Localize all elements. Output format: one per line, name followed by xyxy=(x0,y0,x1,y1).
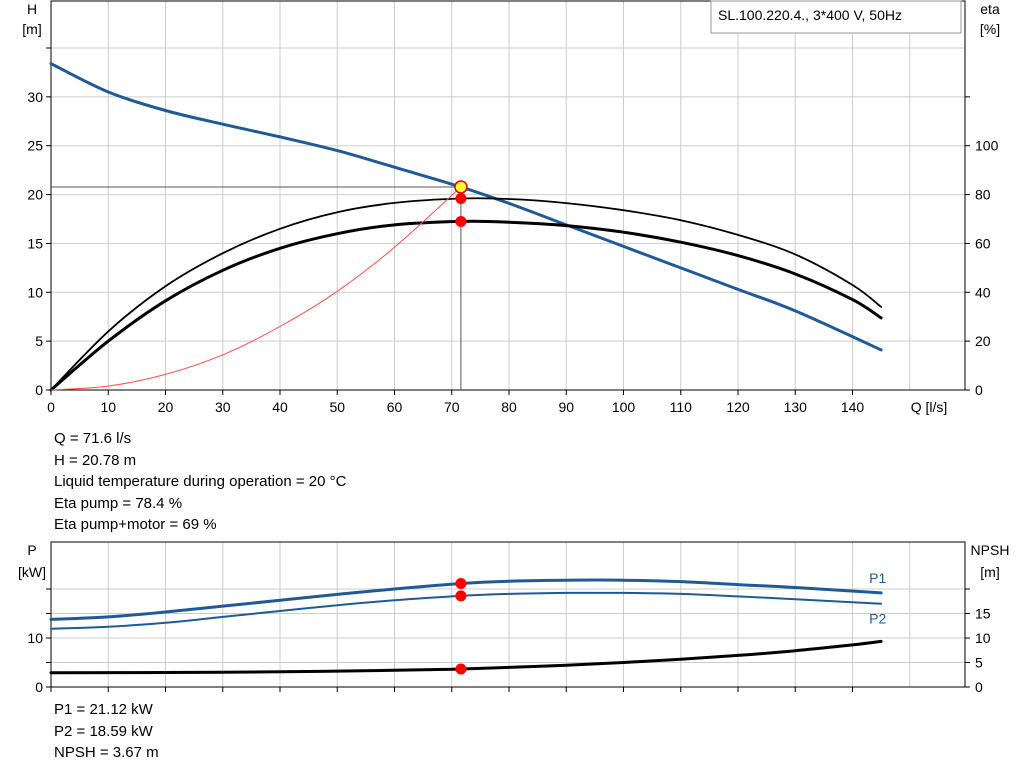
operating-point-marker xyxy=(455,578,467,590)
info-h: H = 20.78 m xyxy=(54,451,137,469)
power-info: P1 = 21.12 kW P2 = 18.59 kW NPSH = 3.67 … xyxy=(54,699,159,764)
duty-point-marker xyxy=(454,180,468,194)
x-tick-label: 100 xyxy=(612,399,636,415)
y-tick-label-right: 15 xyxy=(975,606,991,622)
x-tick-label: 10 xyxy=(100,399,116,415)
series-label-p2: P2 xyxy=(869,611,886,627)
y-tick-label-right: 5 xyxy=(975,655,983,671)
x-tick-label: 60 xyxy=(387,399,403,415)
y-tick-label-left: 10 xyxy=(27,630,43,646)
x-tick-label: 50 xyxy=(329,399,345,415)
y-tick-label-left: 0 xyxy=(35,382,43,398)
y-tick-label-left: 5 xyxy=(35,333,43,349)
y-axis-unit-left: [m] xyxy=(22,21,41,37)
y-axis-unit-right: [%] xyxy=(980,21,1000,37)
info-eta-pump: Eta pump = 78.4 % xyxy=(54,494,183,512)
x-axis-title: Q [l/s] xyxy=(911,399,948,415)
chart-title: SL.100.220.4., 3*400 V, 50Hz xyxy=(718,7,902,23)
y-tick-label-left: 20 xyxy=(27,187,43,203)
x-tick-label: 120 xyxy=(726,399,750,415)
info-p1: P1 = 21.12 kW xyxy=(54,701,153,718)
x-tick-label: 30 xyxy=(215,399,231,415)
y-tick-label-right: 0 xyxy=(975,679,983,695)
y-tick-label-left: 10 xyxy=(27,284,43,300)
x-tick-label: 80 xyxy=(501,399,517,415)
y-tick-label-left: 25 xyxy=(27,138,43,154)
series-eta-pump-motor-curve xyxy=(49,219,883,392)
series-label-p1: P1 xyxy=(869,570,886,586)
y-tick-label-left: 15 xyxy=(27,235,43,251)
info-eta-pump-motor: Eta pump+motor = 69 % xyxy=(54,516,217,533)
series-npsh-curve xyxy=(49,639,883,675)
y-tick-label-right: 100 xyxy=(975,138,999,154)
y-axis-unit-left: [kW] xyxy=(18,564,46,580)
y-axis-title-right: NPSH xyxy=(971,542,1010,558)
title-box xyxy=(710,0,962,34)
operating-point-marker xyxy=(455,192,467,204)
info-q: Q = 71.6 l/s xyxy=(54,430,132,447)
series-system-curve xyxy=(50,186,462,391)
x-tick-label: 90 xyxy=(558,399,574,415)
operating-point-marker xyxy=(455,663,467,675)
y-axis-title-right: eta xyxy=(980,1,1000,17)
plot-frame xyxy=(50,0,966,391)
x-tick-label: 140 xyxy=(841,399,865,415)
x-tick-label: 40 xyxy=(272,399,288,415)
x-tick-label: 110 xyxy=(670,399,693,415)
y-axis-title-left: P xyxy=(27,542,36,558)
y-axis-title-left: H xyxy=(27,1,37,17)
info-npsh: NPSH = 3.67 m xyxy=(54,744,159,761)
y-tick-label-right: 60 xyxy=(975,235,991,251)
x-tick-label: 130 xyxy=(784,399,808,415)
series-h-curve xyxy=(49,62,883,352)
info-liquid-temperature: Liquid temperature during operation = 20… xyxy=(54,473,347,490)
y-tick-label-right: 20 xyxy=(975,333,991,349)
duty-point-info: Q = 71.6 l/s H = 20.78 m Liquid temperat… xyxy=(54,428,346,536)
x-tick-label: 0 xyxy=(47,399,55,415)
x-tick-label: 20 xyxy=(158,399,174,415)
operating-point-marker xyxy=(455,215,467,227)
y-axis-unit-right: [m] xyxy=(980,564,999,580)
y-tick-label-left: 0 xyxy=(35,679,43,695)
y-tick-label-left: 30 xyxy=(27,89,43,105)
y-tick-label-right: 80 xyxy=(975,187,991,203)
y-tick-label-right: 10 xyxy=(975,630,991,646)
plot-frame xyxy=(50,541,966,688)
y-tick-label-right: 0 xyxy=(975,382,983,398)
info-p2: P2 = 18.59 kW xyxy=(54,722,153,740)
y-tick-label-right: 40 xyxy=(975,284,991,300)
x-tick-label: 70 xyxy=(444,399,460,415)
series-eta-pump-curve xyxy=(50,197,882,391)
operating-point-marker xyxy=(455,590,467,602)
